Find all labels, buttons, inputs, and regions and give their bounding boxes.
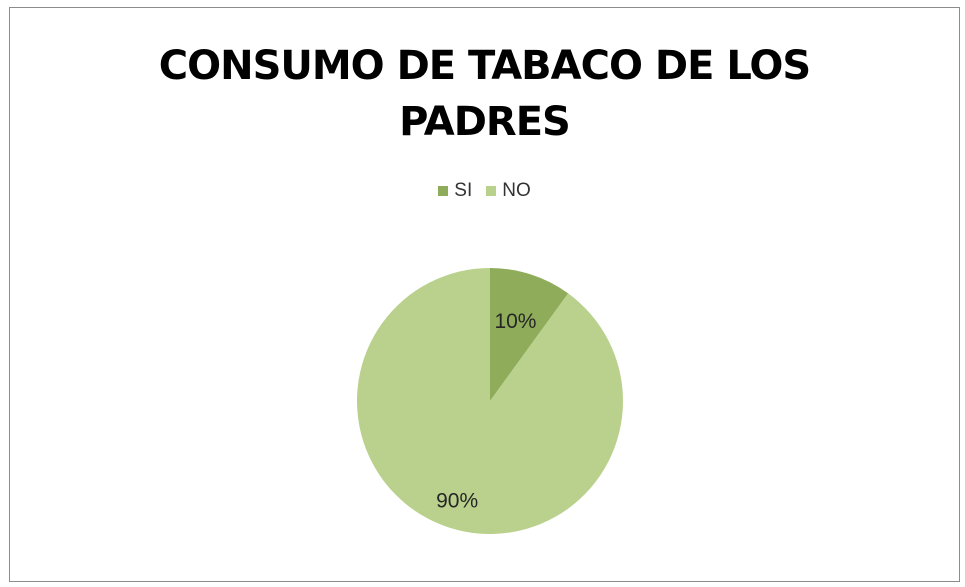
pie-slice-si [490,268,569,401]
legend-swatch-si [438,186,449,196]
legend-label-si: SI [454,180,473,201]
chart-title-line-2: PADRES [399,99,571,145]
pie-slice-no [357,268,623,535]
chart-title: CONSUMO DE TABACO DE LOS PADRES [10,38,959,150]
data-label-no: 90% [436,490,478,513]
chart-title-line-1: CONSUMO DE TABACO DE LOS [158,43,812,89]
legend: SI NO [10,180,959,202]
legend-swatch-no [486,186,497,196]
chart-frame: CONSUMO DE TABACO DE LOS PADRES SI NO 10… [9,7,960,582]
legend-entry-si: SI [438,180,472,202]
pie-chart: 10% 90% [357,268,623,535]
legend-label-no: NO [502,180,531,201]
legend-entry-no: NO [486,180,531,202]
data-label-si: 10% [494,310,536,333]
